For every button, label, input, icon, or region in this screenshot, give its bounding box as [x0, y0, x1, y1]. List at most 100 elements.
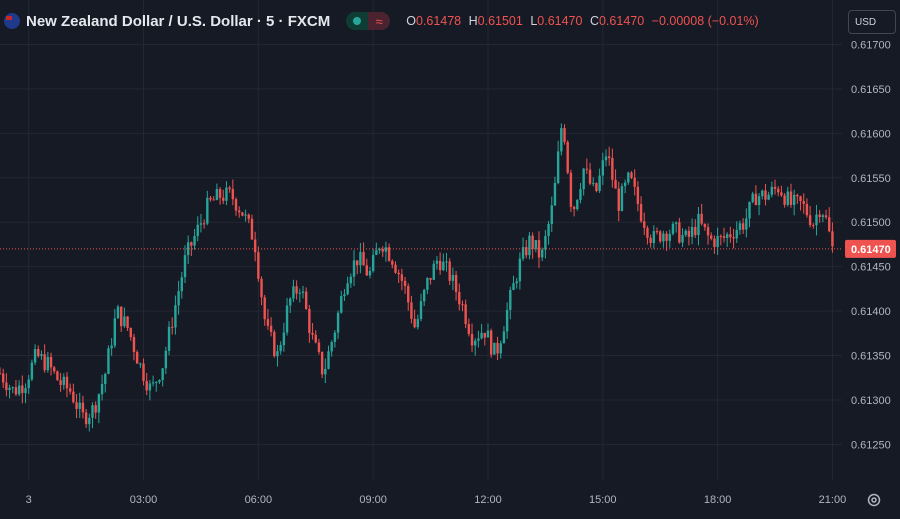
candle-body [805, 203, 809, 216]
candle-body [384, 247, 388, 252]
wave-icon: ≈ [368, 12, 391, 30]
x-tick-label: 03:00 [130, 494, 158, 506]
candle-body [407, 286, 410, 303]
candle-body [757, 196, 761, 206]
candle-body [317, 342, 321, 352]
candle-body [505, 309, 509, 332]
candle-body [327, 351, 330, 369]
candle-body [480, 332, 483, 339]
candle-body [636, 186, 640, 205]
candle-body [451, 275, 455, 281]
candle-body [241, 212, 244, 216]
candle-body [1, 373, 5, 383]
candle-body [435, 260, 439, 264]
candle-body [553, 183, 557, 206]
candle-body [486, 330, 490, 338]
candle-body [770, 186, 774, 195]
candle-body [308, 308, 311, 333]
candle-body [585, 168, 589, 170]
candle-body [269, 325, 273, 333]
candle-body [340, 296, 343, 313]
candle-body [627, 172, 630, 183]
candle-body [429, 277, 432, 280]
candle-body [483, 332, 486, 338]
candle-body [231, 189, 235, 200]
candle-body [59, 380, 62, 385]
candle-body [630, 172, 633, 178]
candle-body [97, 394, 101, 413]
candle-body [11, 387, 14, 389]
time-axis[interactable]: 3 03:00 06:00 09:00 12:00 15:00 18:00 21:00 [26, 494, 847, 506]
candle-body [27, 379, 30, 389]
candle-body [174, 305, 177, 328]
candle-body [222, 197, 225, 201]
high-label: H [468, 14, 478, 28]
candle-body [238, 210, 241, 213]
price-axis[interactable]: 0.61250 0.61300 0.61350 0.61400 0.61450 0.615… [851, 39, 891, 451]
candle-body [403, 280, 407, 287]
candle-body [145, 380, 148, 391]
candle-body [808, 215, 812, 226]
green-dot-icon [346, 12, 369, 30]
candle-body [343, 294, 346, 297]
candle-body [37, 349, 40, 357]
symbol-title[interactable]: New Zealand Dollar / U.S. Dollar · 5 · F… [26, 12, 331, 30]
candle-body [470, 333, 474, 346]
candle-body [260, 278, 263, 298]
candle-body [151, 382, 155, 384]
status-badge[interactable]: ≈ [346, 12, 391, 30]
candle-body [620, 186, 624, 211]
candle-body [289, 298, 292, 306]
candle-body [375, 250, 378, 255]
symbol-header: New Zealand Dollar / U.S. Dollar · 5 · F… [4, 10, 763, 32]
candle-body [123, 316, 126, 327]
candle-body [438, 260, 442, 271]
candle-body [802, 201, 805, 204]
low-value: 0.61470 [537, 14, 583, 28]
candle-body [710, 235, 713, 239]
candle-body [158, 380, 161, 383]
candle-body [643, 221, 646, 228]
candle-body [400, 274, 404, 281]
y-tick-label: 0.61500 [851, 217, 891, 229]
candle-body [419, 301, 423, 320]
settings-gear-icon[interactable] [864, 490, 884, 510]
candle-body [458, 292, 461, 305]
candle-body [700, 213, 703, 224]
candle-body [432, 263, 435, 280]
currency-select[interactable]: USD [848, 10, 896, 34]
candle-body [352, 260, 356, 277]
x-tick-label: 18:00 [704, 494, 732, 506]
candle-body [333, 332, 337, 342]
x-tick-label: 15:00 [589, 494, 617, 506]
candle-body [110, 345, 113, 349]
candle-body [129, 328, 132, 338]
candle-body [161, 368, 164, 381]
candle-body [461, 304, 464, 306]
low-label: L [530, 14, 538, 28]
candle-body [799, 196, 802, 202]
candle-body [761, 190, 764, 197]
candle-body [56, 371, 59, 381]
candle-body [569, 172, 573, 207]
last-price-label: 0.61470 [851, 244, 891, 256]
candle-body [397, 272, 400, 275]
candle-body [496, 342, 499, 354]
candle-body [518, 258, 522, 282]
candle-body [257, 252, 260, 279]
candle-body [754, 193, 758, 206]
candle-body [72, 391, 75, 403]
candle-body [659, 231, 662, 242]
candle-body [311, 332, 314, 335]
x-tick-label: 06:00 [245, 494, 273, 506]
y-tick-label: 0.61700 [851, 39, 891, 51]
candle-body [391, 260, 394, 265]
candle-body [611, 158, 614, 180]
candle-body [617, 188, 620, 211]
candle-body [713, 238, 716, 248]
candle-body [14, 387, 18, 395]
candle-body [0, 373, 2, 375]
candle-body [349, 276, 353, 284]
candle-body [33, 349, 37, 363]
